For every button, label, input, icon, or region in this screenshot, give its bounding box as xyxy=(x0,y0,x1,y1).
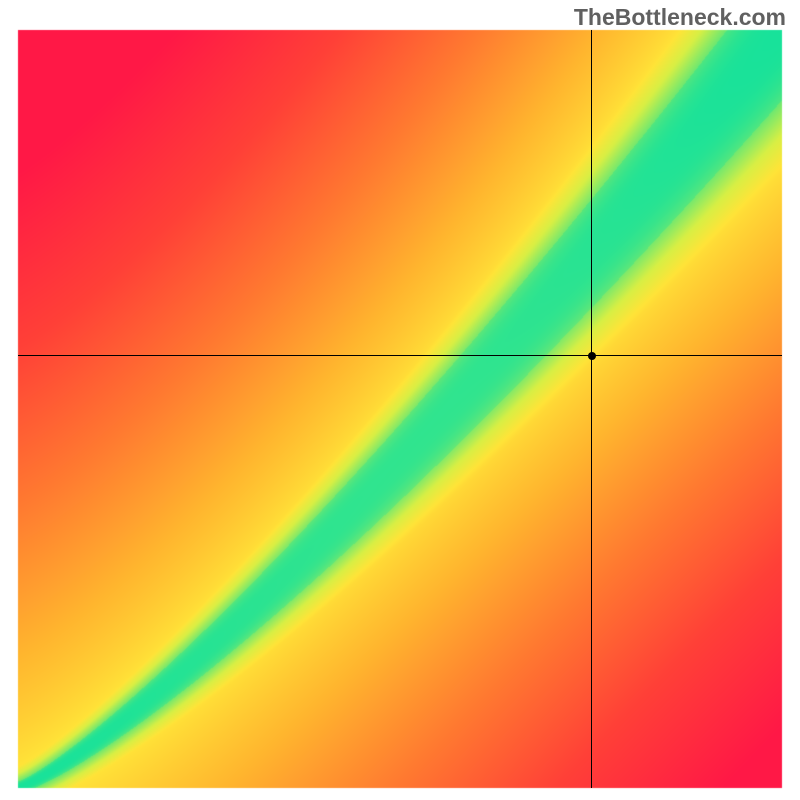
crosshair-marker-dot xyxy=(588,352,596,360)
bottleneck-heatmap xyxy=(0,0,800,800)
chart-container: { "watermark": { "text": "TheBottleneck.… xyxy=(0,0,800,800)
crosshair-horizontal-line xyxy=(18,355,782,356)
watermark-text: TheBottleneck.com xyxy=(574,4,786,31)
crosshair-vertical-line xyxy=(591,30,592,788)
